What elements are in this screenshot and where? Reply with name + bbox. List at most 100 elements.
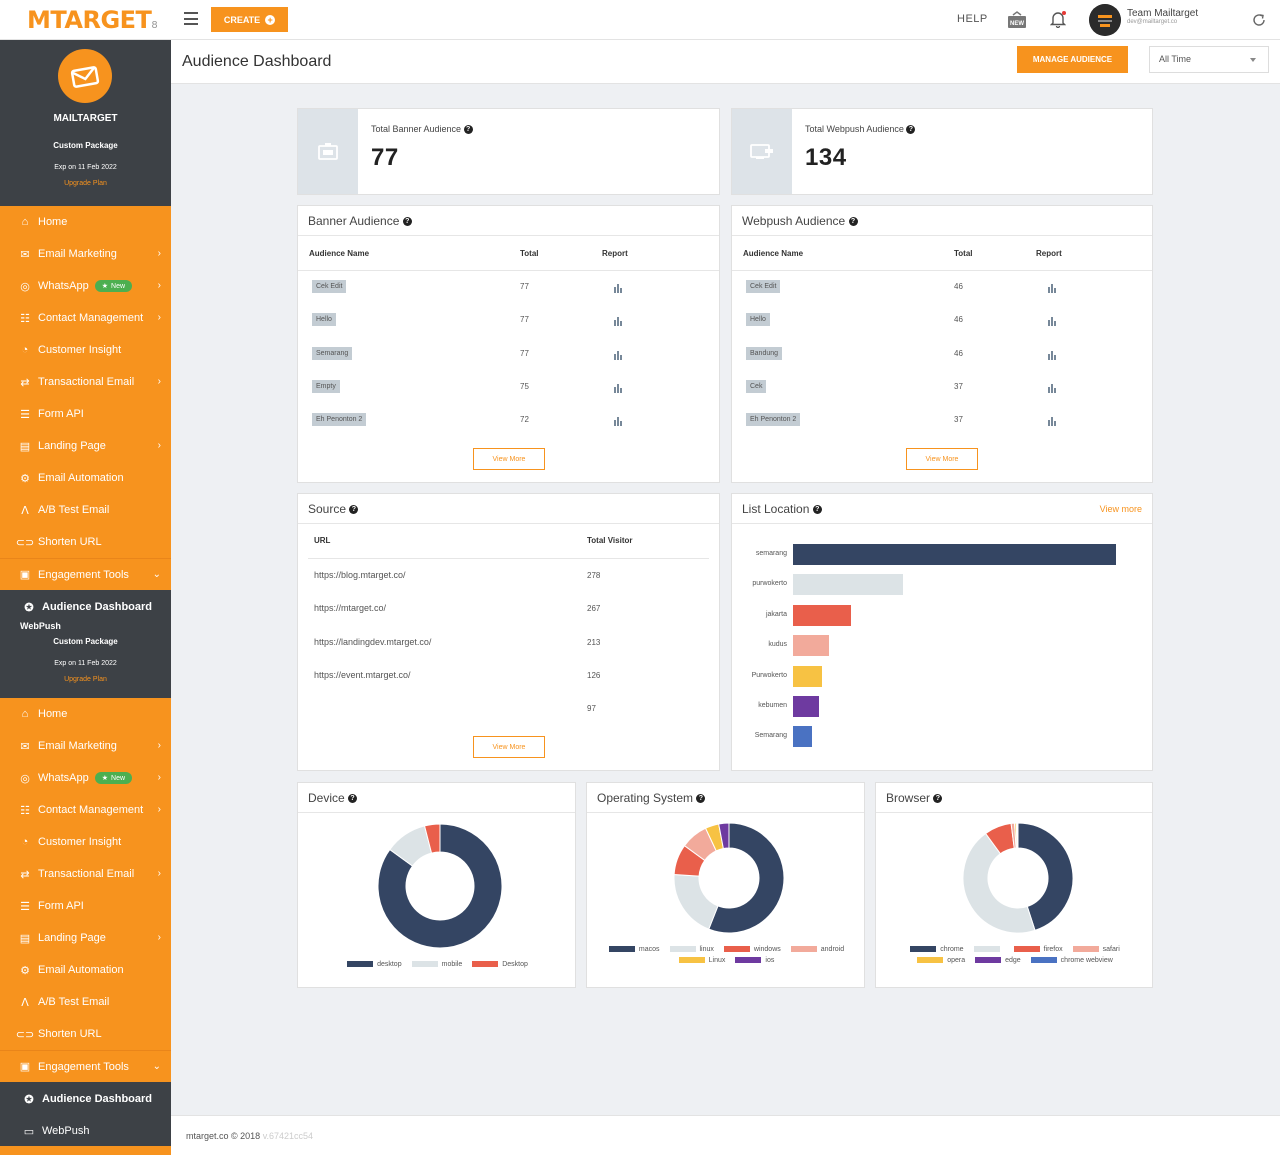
sidebar-item-webpush[interactable]: ▭ WebPush [0, 1116, 171, 1146]
manage-audience-button[interactable]: MANAGE AUDIENCE [1017, 46, 1128, 73]
location-bar[interactable] [793, 665, 823, 687]
audience-name-tag[interactable]: Cek Edit [312, 280, 347, 293]
help-icon[interactable]: ? [906, 125, 916, 135]
location-bar[interactable] [793, 635, 829, 657]
sidebar-item-form-api[interactable]: ☰ Form API [0, 398, 171, 430]
sidebar-item-email-automation[interactable]: ⚙ Email Automation [0, 462, 171, 494]
sidebar-item-a-b-test-email[interactable]: ꓥ A/B Test Email [0, 494, 171, 526]
location-bar[interactable] [793, 544, 1116, 565]
legend-item[interactable]: chrome [910, 946, 964, 953]
legend-item[interactable]: chrome webview [1030, 957, 1113, 964]
report-chart-icon[interactable] [1047, 383, 1057, 393]
sidebar-item-email-marketing[interactable]: ✉ Email Marketing › [0, 238, 171, 270]
audience-name-tag[interactable]: Cek [746, 379, 767, 393]
upgrade-plan-link[interactable]: Upgrade Plan [64, 180, 107, 187]
report-chart-icon[interactable] [1047, 416, 1057, 427]
sidebar-item-a-b-test-email[interactable]: ꓥ A/B Test Email [0, 986, 171, 1018]
legend-item[interactable]: android [790, 946, 844, 953]
legend-item[interactable]: ios [735, 957, 774, 964]
sidebar-item-landing-page[interactable]: ▤ Landing Page › [0, 922, 171, 954]
donut-slice[interactable] [1017, 823, 1073, 931]
sidebar-item-customer-insight[interactable]: ◔ Customer Insight [0, 826, 171, 858]
sidebar-item-engagement-tools[interactable]: ▣ Engagement Tools ⌄ [0, 558, 171, 590]
audience-name-tag[interactable]: Eh Penonton 2 [312, 413, 367, 427]
upgrade-plan-link[interactable]: Upgrade Plan [64, 676, 107, 683]
help-link[interactable]: HELP [957, 13, 988, 25]
legend-item[interactable]: Desktop [472, 961, 528, 968]
sidebar-item-shorten-url[interactable]: ⊂⊃ Shorten URL [0, 526, 171, 558]
legend-item[interactable]: safari [1072, 946, 1120, 953]
help-icon[interactable]: ? [696, 794, 706, 804]
sidebar-item-email-automation[interactable]: ⚙ Email Automation [0, 954, 171, 986]
location-bar[interactable] [793, 726, 813, 748]
report-chart-icon[interactable] [1047, 350, 1057, 360]
refresh-icon[interactable] [1251, 12, 1267, 28]
report-chart-icon[interactable] [613, 383, 623, 393]
sidebar-item-audience-dashboard[interactable]: ✪ Audience Dashboard [0, 1082, 171, 1116]
legend-item[interactable] [973, 946, 1004, 953]
sidebar-item-contact-management[interactable]: ☷ Contact Management › [0, 302, 171, 334]
mtarget-logo[interactable]: MTARGET8 [27, 6, 158, 34]
report-chart-icon[interactable] [613, 316, 623, 327]
legend-item[interactable]: mobile [411, 961, 462, 968]
sidebar-item-engagement-tools[interactable]: ▣ Engagement Tools ⌄ [0, 1050, 171, 1082]
sidebar-item-home[interactable]: ⌂ Home [0, 698, 171, 730]
legend-item[interactable]: macos [608, 946, 660, 953]
help-icon[interactable]: ? [933, 794, 943, 804]
audience-name-tag[interactable]: Semarang [312, 346, 353, 360]
location-bar[interactable] [793, 696, 819, 717]
help-icon[interactable]: ? [812, 505, 822, 515]
report-chart-icon[interactable] [613, 350, 623, 360]
audience-name-tag[interactable]: Hello [746, 313, 770, 327]
donut-slice[interactable] [963, 832, 1036, 933]
donut-slice[interactable] [378, 824, 502, 948]
help-icon[interactable]: ? [349, 505, 359, 515]
donut-slice[interactable] [423, 824, 441, 854]
report-chart-icon[interactable] [1047, 283, 1057, 293]
webpush-view-more-button[interactable]: View More [906, 448, 978, 470]
audience-name-tag[interactable]: Empty [312, 379, 340, 393]
legend-item[interactable]: windows [723, 946, 781, 953]
report-chart-icon[interactable] [613, 416, 623, 427]
legend-item[interactable]: Linux [678, 957, 725, 964]
sidebar-item-transactional-email[interactable]: ⇄ Transactional Email › [0, 858, 171, 890]
help-icon[interactable]: ? [848, 217, 858, 227]
source-url[interactable]: https://landingdev.mtarget.co/ [314, 636, 432, 647]
sidebar-item-shorten-url[interactable]: ⊂⊃ Shorten URL [0, 1018, 171, 1050]
sidebar-item-email-marketing[interactable]: ✉ Email Marketing › [0, 730, 171, 762]
audience-name-tag[interactable]: Eh Penonton 2 [746, 413, 801, 427]
help-icon[interactable]: ? [463, 125, 473, 135]
source-view-more-button[interactable]: View More [473, 736, 545, 758]
create-button[interactable]: CREATE + [211, 7, 288, 32]
donut-slice[interactable] [1016, 823, 1019, 849]
sidebar-item-whatsapp[interactable]: ◎ WhatsApp ★ New › [0, 762, 171, 794]
source-url[interactable]: https://mtarget.co/ [314, 603, 387, 614]
legend-item[interactable]: firefox [1013, 946, 1063, 953]
avatar[interactable] [1089, 4, 1121, 36]
help-icon[interactable]: ? [348, 794, 358, 804]
legend-item[interactable]: linux [669, 946, 714, 953]
legend-item[interactable]: opera [917, 957, 965, 964]
banner-view-more-button[interactable]: View More [473, 448, 545, 470]
location-bar[interactable] [793, 574, 903, 596]
report-chart-icon[interactable] [1047, 316, 1057, 327]
sidebar-item-customer-insight[interactable]: ◔ Customer Insight [0, 334, 171, 366]
source-url[interactable]: https://event.mtarget.co/ [314, 669, 411, 680]
audience-name-tag[interactable]: Cek Edit [746, 280, 781, 293]
sidebar-item-contact-management[interactable]: ☷ Contact Management › [0, 794, 171, 826]
legend-item[interactable]: desktop [347, 961, 402, 968]
donut-slice[interactable] [708, 823, 784, 933]
location-bar[interactable] [793, 604, 852, 626]
time-filter-select[interactable]: All Time [1149, 46, 1269, 73]
sidebar-item-audience-dashboard[interactable]: ✪ Audience Dashboard [0, 590, 171, 624]
audience-name-tag[interactable]: Bandung [746, 346, 783, 360]
report-chart-icon[interactable] [613, 283, 623, 293]
source-url[interactable]: https://blog.mtarget.co/ [314, 570, 406, 580]
legend-item[interactable]: edge [975, 957, 1021, 964]
user-name[interactable]: Team Mailtarget [1127, 8, 1199, 19]
sidebar-item-home[interactable]: ⌂ Home [0, 206, 171, 238]
new-features-icon[interactable]: NEW [1007, 11, 1027, 29]
help-icon[interactable]: ? [402, 217, 412, 227]
list-location-view-more-link[interactable]: View more [1099, 504, 1142, 514]
sidebar-item-form-api[interactable]: ☰ Form API [0, 890, 171, 922]
